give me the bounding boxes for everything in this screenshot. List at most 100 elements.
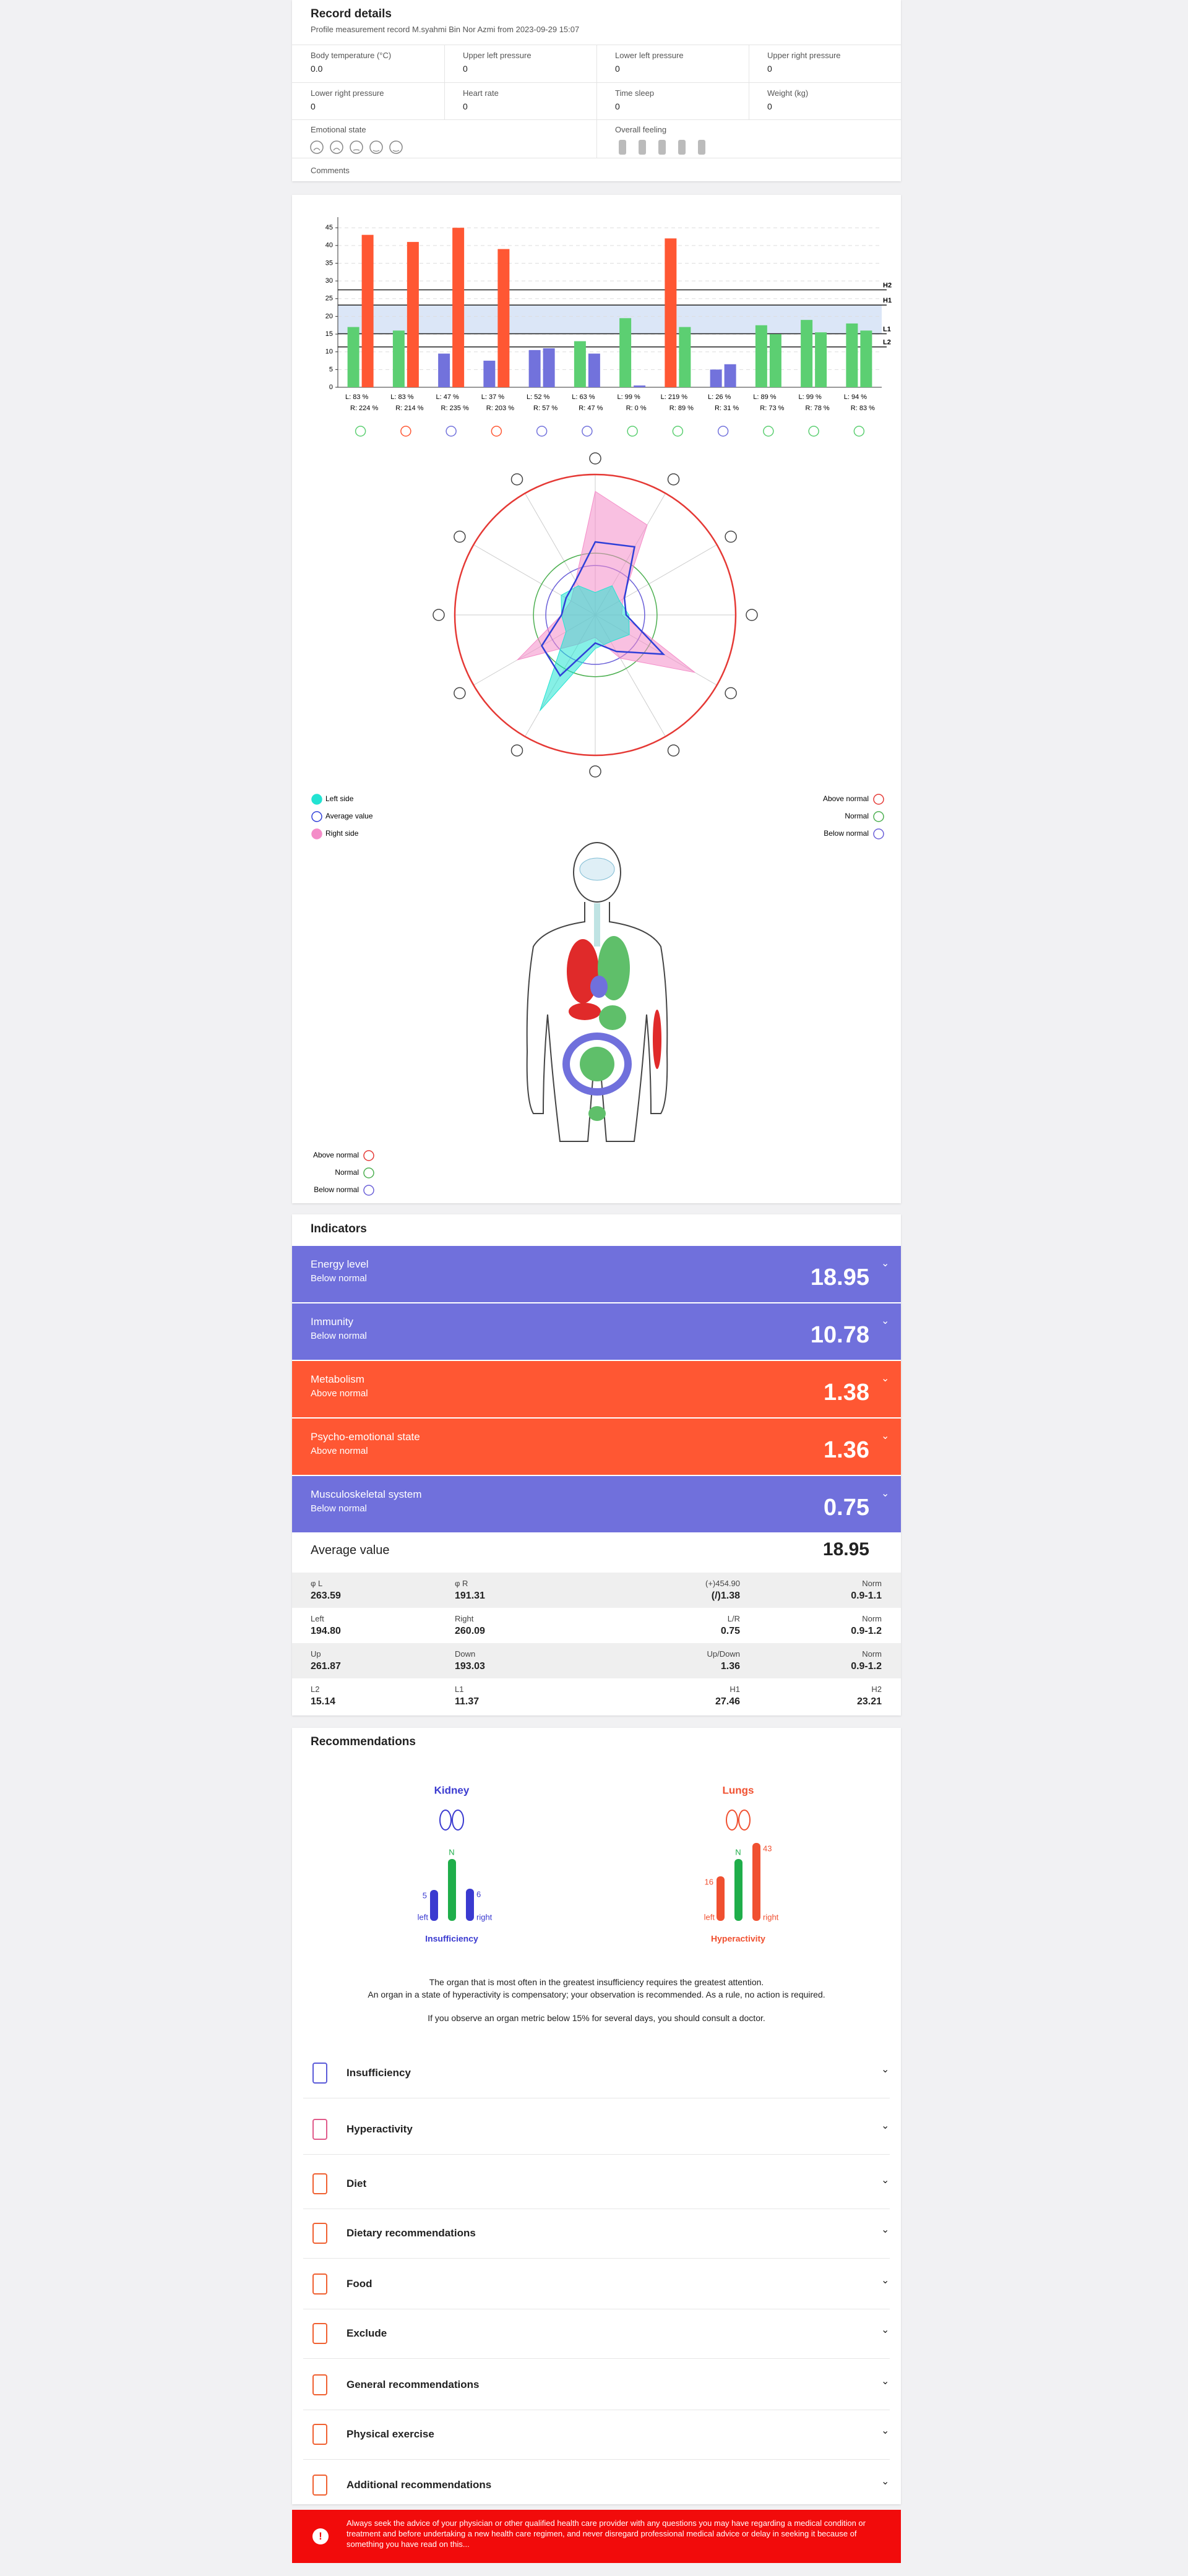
item-icon	[312, 2173, 327, 2194]
indicator-name: Energy level	[311, 1258, 369, 1270]
item-label: Dietary recommendations	[346, 2227, 476, 2239]
cell-label: Left	[311, 1614, 324, 1623]
item-icon	[312, 2223, 327, 2244]
item-label: Insufficiency	[346, 2067, 411, 2079]
indicator-row[interactable]	[292, 1419, 901, 1475]
cell-value: 11.37	[455, 1696, 480, 1707]
item-label: Food	[346, 2278, 372, 2290]
cell-label: φ R	[455, 1579, 468, 1588]
item-label: Hyperactivity	[346, 2123, 413, 2135]
table-row	[292, 1573, 901, 1608]
indicator-status: Below normal	[311, 1503, 367, 1514]
charts-card	[292, 195, 901, 1203]
cell-label: Up/Down	[707, 1649, 740, 1659]
cell-value: 23.21	[856, 1696, 882, 1707]
cell-value: 27.46	[715, 1696, 740, 1707]
chevron: ⌄	[881, 2426, 890, 2436]
recommendation-item[interactable]	[292, 2160, 901, 2207]
divider	[596, 45, 597, 82]
cell-label: Right	[455, 1614, 474, 1623]
chevron: ⌄	[881, 1488, 890, 1499]
note: If you observe an organ metric below 15%…	[428, 2013, 765, 2023]
note: An organ in a state of hyperactivity is …	[368, 1990, 825, 1999]
cell-label: Up	[311, 1649, 321, 1659]
cell-value: 263.59	[311, 1591, 341, 1601]
cell-value: 261.87	[311, 1661, 341, 1672]
chevron: ⌄	[881, 2275, 890, 2286]
field-label: Heart rate	[463, 88, 499, 98]
field-value: 0	[767, 64, 772, 74]
disclaimer-box	[292, 2510, 901, 2563]
cell-value: 1.36	[720, 1661, 740, 1672]
field-label: Upper right pressure	[767, 51, 841, 60]
chevron: ⌄	[881, 2476, 890, 2487]
indicator-row[interactable]	[292, 1476, 901, 1532]
chevron: ⌄	[881, 2325, 890, 2335]
field-label: Time sleep	[615, 88, 655, 98]
indicator-value: 0.75	[824, 1495, 869, 1521]
indicator-status: Above normal	[311, 1446, 368, 1456]
chevron: ⌄	[881, 1431, 890, 1441]
cell-value: 15.14	[311, 1696, 336, 1707]
note: The organ that is most often in the grea…	[429, 1977, 764, 1987]
table-row	[292, 1678, 901, 1714]
cell-label: Down	[455, 1649, 476, 1659]
cell-value: 0.75	[720, 1626, 740, 1636]
average-label: Average value	[311, 1543, 390, 1557]
indicator-row[interactable]	[292, 1303, 901, 1360]
item-icon	[312, 2323, 327, 2344]
disclaimer: Always seek the advice of your physician…	[346, 2518, 866, 2549]
chevron: ⌄	[881, 2064, 890, 2075]
field-value: 0	[463, 64, 468, 74]
indicator-name: Musculoskeletal system	[311, 1488, 422, 1500]
item-label: Additional recommendations	[346, 2479, 492, 2491]
item-label: Exclude	[346, 2327, 387, 2339]
cell-label: L1	[455, 1685, 464, 1694]
field-label: Weight (kg)	[767, 88, 809, 98]
indicator-row[interactable]	[292, 1361, 901, 1417]
indicator-row[interactable]	[292, 1246, 901, 1302]
divider	[303, 2154, 890, 2155]
item-icon	[312, 2119, 327, 2140]
divider	[596, 82, 597, 120]
indicator-value: 18.95	[810, 1264, 869, 1290]
cell-value: 0.9-1.2	[851, 1661, 882, 1672]
cell-value: 0.9-1.2	[851, 1626, 882, 1636]
indicator-name: Metabolism	[311, 1373, 364, 1385]
cell-value: 0.9-1.1	[851, 1591, 882, 1601]
chevron: ⌄	[881, 2175, 890, 2186]
item-icon	[312, 2475, 327, 2496]
field-label: Lower left pressure	[615, 51, 684, 60]
field-value: 0	[615, 64, 620, 74]
divider	[444, 45, 445, 82]
indicator-status: Below normal	[311, 1273, 367, 1284]
table-row	[292, 1643, 901, 1678]
item-icon	[312, 2273, 327, 2295]
indicator-value: 10.78	[810, 1322, 869, 1348]
field-value: 0	[311, 101, 316, 111]
field-label: Upper left pressure	[463, 51, 532, 60]
field-value: 0	[767, 101, 772, 111]
recommendations-title: Recommendations	[311, 1735, 416, 1748]
field-label: Body temperature (°C)	[311, 51, 392, 60]
divider	[444, 82, 445, 120]
divider	[303, 2358, 890, 2359]
item-label: General recommendations	[346, 2379, 480, 2390]
chevron: ⌄	[881, 2225, 890, 2235]
average-value: 18.95	[822, 1539, 869, 1560]
recommendations-card	[292, 1728, 901, 2504]
cell-label: φ L	[311, 1579, 323, 1588]
field-value: 0	[615, 101, 620, 111]
cell-value: 191.31	[455, 1591, 485, 1601]
divider	[303, 2258, 890, 2259]
chevron: ⌄	[881, 2376, 890, 2387]
cell-value: (/)1.38	[711, 1591, 740, 1601]
recommendation-item[interactable]	[292, 2260, 901, 2308]
cell-value: 194.80	[311, 1626, 341, 1636]
indicator-status: Above normal	[311, 1388, 368, 1399]
cell-label: L2	[311, 1685, 320, 1694]
chevron: ⌄	[881, 1373, 890, 1384]
indicator-value: 1.38	[824, 1380, 869, 1406]
